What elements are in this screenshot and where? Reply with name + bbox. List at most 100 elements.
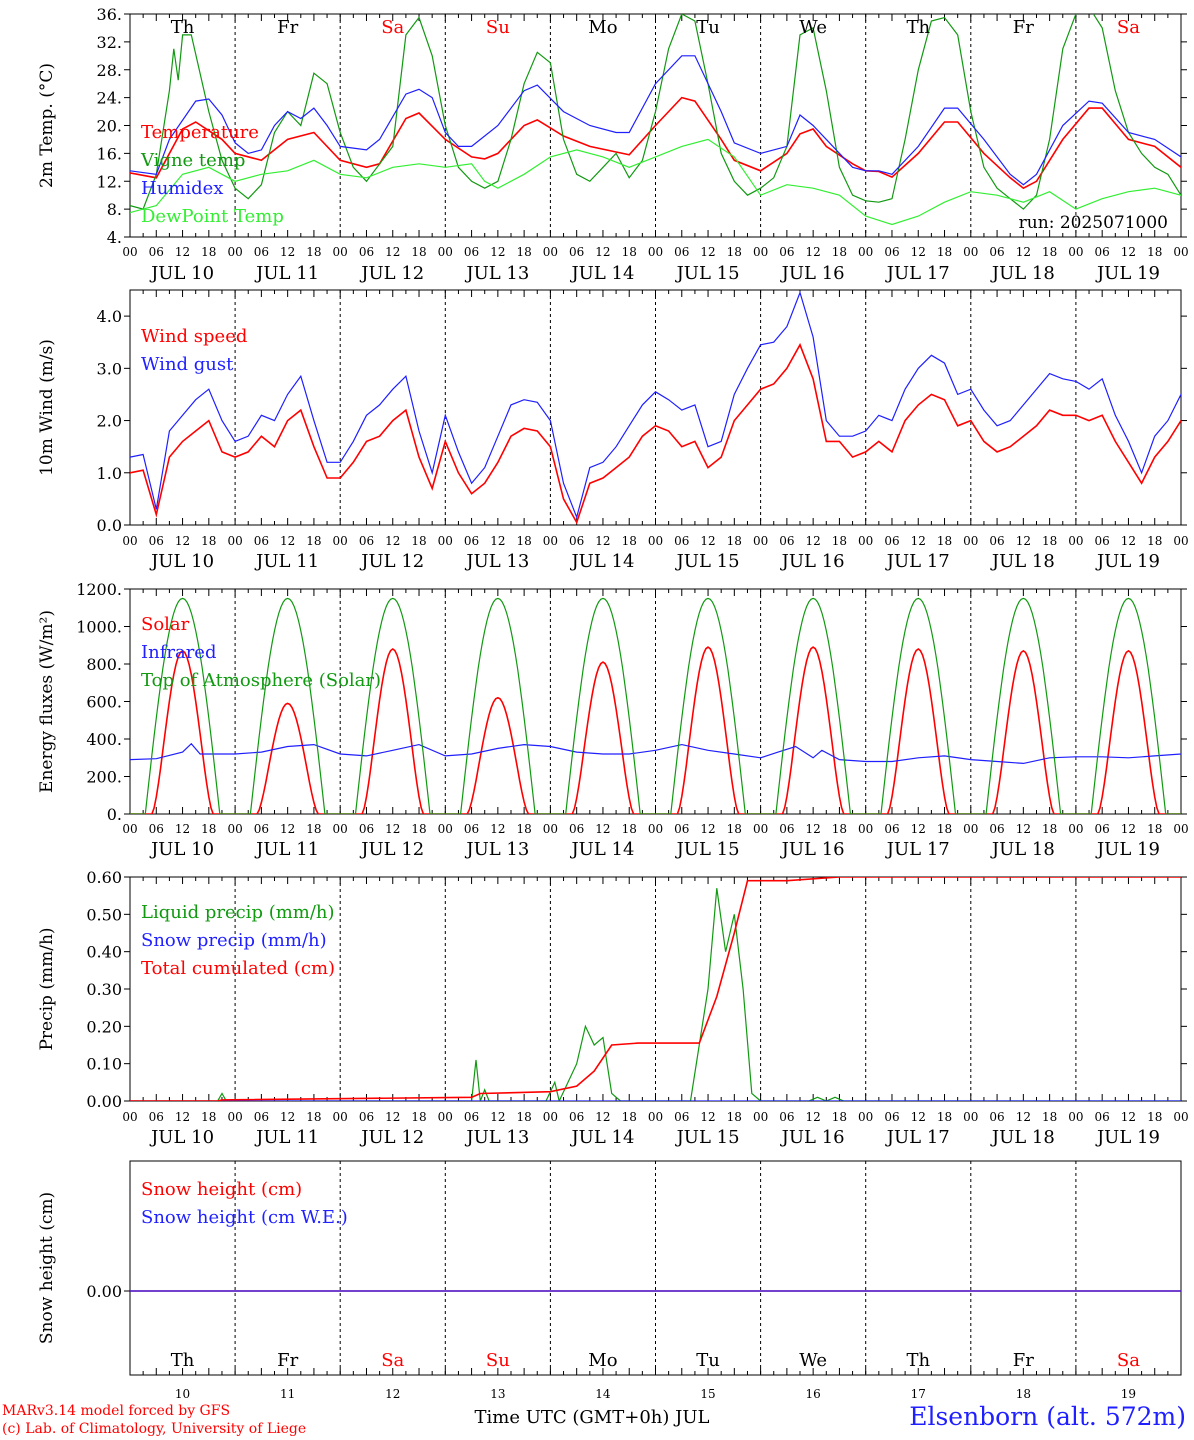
hour-label: 06 <box>989 822 1004 836</box>
day-label: JUL 15 <box>675 263 740 284</box>
legend-entry: DewPoint Temp <box>141 206 284 227</box>
hour-label: 12 <box>700 1110 715 1124</box>
hour-label: 18 <box>201 1110 216 1124</box>
hour-label: 12 <box>700 822 715 836</box>
y-tick-label: 0.0 <box>97 516 122 535</box>
day-label: JUL 19 <box>1095 839 1160 860</box>
y-tick-label: 0.10 <box>86 1055 122 1074</box>
legend-entry: Temperature <box>141 122 259 143</box>
y-tick-label: 400. <box>86 730 122 749</box>
y-tick-label: 24. <box>97 89 122 108</box>
hour-label: 12 <box>1121 1110 1136 1124</box>
legend-entry: Snow height (cm W.E.) <box>141 1207 348 1228</box>
y-tick-label: 0.00 <box>86 1092 122 1111</box>
y-tick-label: 12. <box>97 172 122 191</box>
hour-label: 00 <box>1068 1110 1083 1124</box>
hour-label: 06 <box>149 245 164 259</box>
hour-label: 00 <box>333 822 348 836</box>
legend-entry: Top of Atmosphere (Solar) <box>141 670 381 691</box>
weekday-label: Fr <box>1013 1350 1034 1371</box>
hour-label: 12 <box>1016 245 1031 259</box>
hour-label: 18 <box>832 1110 847 1124</box>
hour-label: 12 <box>595 1110 610 1124</box>
hour-label: 12 <box>385 534 400 548</box>
hour-label: 18 <box>411 822 426 836</box>
hour-label: 12 <box>1016 822 1031 836</box>
hour-label: 06 <box>359 822 374 836</box>
y-tick-label: 0.60 <box>86 868 122 887</box>
hour-label: 18 <box>832 534 847 548</box>
hour-label: 12 <box>806 822 821 836</box>
precip-series <box>130 877 1181 1101</box>
day-label: JUL 18 <box>990 263 1055 284</box>
hour-label: 00 <box>858 534 873 548</box>
y-axis-title: Precip (mm/h) <box>37 927 57 1050</box>
hour-label: 06 <box>989 1110 1004 1124</box>
hour-label: 00 <box>753 1110 768 1124</box>
hour-label: 06 <box>884 245 899 259</box>
day-label: JUL 15 <box>675 1127 740 1148</box>
hour-label: 12 <box>1016 534 1031 548</box>
hour-label: 18 <box>306 1110 321 1124</box>
weekday-label: Tu <box>696 1350 720 1371</box>
copyright-credit: (c) Lab. of Climatology, University of L… <box>2 1421 307 1437</box>
hour-label: 12 <box>911 822 926 836</box>
hour-label: 18 <box>411 245 426 259</box>
hour-label: 06 <box>149 1110 164 1124</box>
run-label: run: 2025071000 <box>1019 213 1168 233</box>
day-label: JUL 18 <box>990 839 1055 860</box>
day-label: JUL 13 <box>464 839 529 860</box>
hour-label: 12 <box>806 534 821 548</box>
day-label: JUL 16 <box>780 839 845 860</box>
day-label: JUL 17 <box>885 263 950 284</box>
day-label: JUL 10 <box>149 1127 214 1148</box>
y-tick-label: 16. <box>97 144 122 163</box>
hour-label: 18 <box>622 245 637 259</box>
hour-label: 06 <box>1095 245 1110 259</box>
hour-label: 00 <box>963 534 978 548</box>
y-axis-title: 2m Temp. (°C) <box>37 63 57 188</box>
series-line-temperature <box>130 96 1181 190</box>
legend-entry: Snow precip (mm/h) <box>141 930 327 951</box>
y-tick-label: 36. <box>97 5 122 24</box>
day-label: JUL 17 <box>885 839 950 860</box>
day-label: JUL 12 <box>359 1127 424 1148</box>
day-number: 18 <box>1016 1387 1031 1401</box>
hour-label: 18 <box>937 534 952 548</box>
hour-label: 18 <box>727 1110 742 1124</box>
weekday-label: Su <box>486 17 510 38</box>
hour-label: 12 <box>806 245 821 259</box>
hour-label: 00 <box>648 245 663 259</box>
hour-label: 18 <box>1042 822 1057 836</box>
hour-label: 12 <box>175 534 190 548</box>
hour-label: 18 <box>622 822 637 836</box>
hour-label: 00 <box>333 1110 348 1124</box>
y-tick-label: 3.0 <box>97 359 122 378</box>
day-number: 12 <box>385 1387 400 1401</box>
hour-label: 00 <box>438 534 453 548</box>
day-label: JUL 19 <box>1095 551 1160 572</box>
weekday-label: Su <box>486 1350 510 1371</box>
hour-label: 18 <box>201 822 216 836</box>
hour-label: 00 <box>753 534 768 548</box>
weekday-label: Fr <box>277 1350 298 1371</box>
hour-label: 06 <box>254 822 269 836</box>
hour-label: 06 <box>674 822 689 836</box>
weekday-label: Sa <box>381 1350 404 1371</box>
y-tick-label: 0. <box>107 805 122 824</box>
y-tick-label: 8. <box>107 200 122 219</box>
hour-label: 06 <box>359 534 374 548</box>
weekday-label: Fr <box>1013 17 1034 38</box>
day-label: JUL 14 <box>569 263 634 284</box>
hour-label: 00 <box>122 245 137 259</box>
series-line-dewpoint-temp <box>130 138 1181 226</box>
hour-label: 00 <box>1068 822 1083 836</box>
hour-label: 06 <box>779 245 794 259</box>
hour-label: 12 <box>280 534 295 548</box>
hour-label: 00 <box>227 1110 242 1124</box>
hour-label: 12 <box>280 822 295 836</box>
legend-entry: Snow height (cm) <box>141 1179 302 1200</box>
hour-label: 18 <box>727 534 742 548</box>
day-label: JUL 15 <box>675 839 740 860</box>
